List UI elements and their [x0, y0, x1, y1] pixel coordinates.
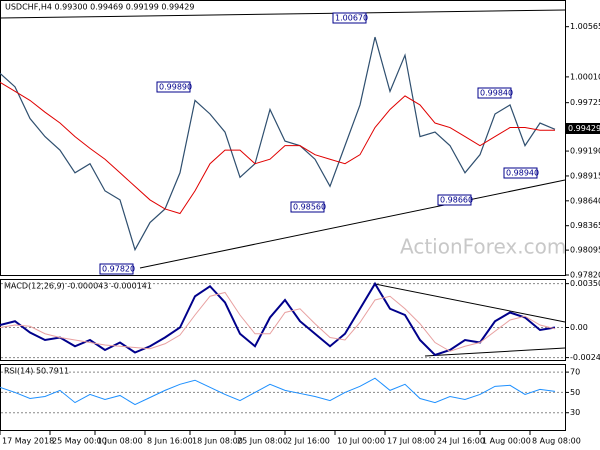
x-tick-label: 10 Jul 00:00	[337, 437, 385, 446]
x-tick-label: 17 May 2018	[2, 437, 54, 446]
y-tick-label: 0.99190	[570, 147, 600, 156]
y-tick-label: 70	[570, 368, 580, 377]
current-price-box	[566, 123, 600, 134]
macd-title: MACD(12,26,9) -0.000043 -0.000141	[4, 282, 152, 291]
macd-panel	[0, 279, 566, 361]
watermark: ActionForex.com	[400, 235, 566, 259]
rsi-line	[0, 377, 556, 406]
x-tick-label: 8 Aug 08:00	[532, 437, 581, 446]
x-tick-label: 25 Jun 08:00	[237, 437, 288, 446]
annotation: 0.98560	[293, 203, 326, 212]
upper-trendline	[0, 9, 566, 19]
y-tick-label: 0.003509	[570, 279, 600, 288]
x-tick-label: 24 Jul 16:00	[437, 437, 485, 446]
x-tick-label: 1 Jun 08:00	[97, 437, 143, 446]
current-price: 0.99429	[568, 124, 600, 133]
y-tick-label: 0.99725	[570, 98, 600, 107]
signal-line	[0, 291, 556, 352]
annotation: 0.99890	[159, 83, 192, 92]
price-line	[0, 36, 556, 252]
x-tick-label: 8 Jun 16:00	[147, 437, 193, 446]
rsi-title: RSI(14) 50.7911	[4, 367, 69, 376]
y-tick-label: 50	[570, 388, 580, 397]
moving-average	[0, 81, 555, 215]
y-tick-label: 0.98365	[570, 221, 600, 230]
macd-trendline	[374, 283, 566, 323]
annotation-box	[99, 263, 134, 275]
x-tick-label: 25 May 00:00	[52, 437, 107, 446]
annotation: 0.99840	[480, 89, 513, 98]
y-tick-label: -0.002408	[570, 353, 600, 362]
annotation-box	[290, 201, 325, 213]
y-tick-label: 1.00565	[570, 22, 600, 31]
x-tick-label: 18 Jun 08:00	[192, 437, 243, 446]
annotation: 0.98660	[440, 196, 473, 205]
annotation: 1.00670	[335, 14, 368, 23]
y-tick-label: 0.00	[570, 323, 588, 332]
y-tick-label: 0.98095	[570, 246, 600, 255]
x-tick-label: 17 Jul 08:00	[387, 437, 435, 446]
annotation-box	[332, 12, 367, 24]
macd-trendline	[424, 347, 566, 357]
y-tick-label: 0.97820	[570, 271, 600, 280]
chart-title: USDCHF,H4 0.99300 0.99469 0.99199 0.9942…	[5, 3, 194, 12]
annotation-box	[437, 194, 472, 206]
x-tick-label: 1 Aug 00:00	[482, 437, 531, 446]
macd-line	[0, 281, 556, 357]
annotation: 0.98940	[506, 169, 539, 178]
annotation-box	[477, 87, 512, 99]
y-tick-label: 0.98640	[570, 196, 600, 205]
y-tick-label: 30	[570, 408, 580, 417]
annotation-box	[503, 167, 538, 179]
annotation: 0.97820	[102, 265, 135, 274]
x-tick-label: 2 Jul 16:00	[287, 437, 330, 446]
lower-trendline	[139, 179, 566, 269]
annotation-box	[156, 81, 191, 93]
y-tick-label: 1.00010	[570, 72, 600, 81]
y-tick-label: 0.98915	[570, 171, 600, 180]
